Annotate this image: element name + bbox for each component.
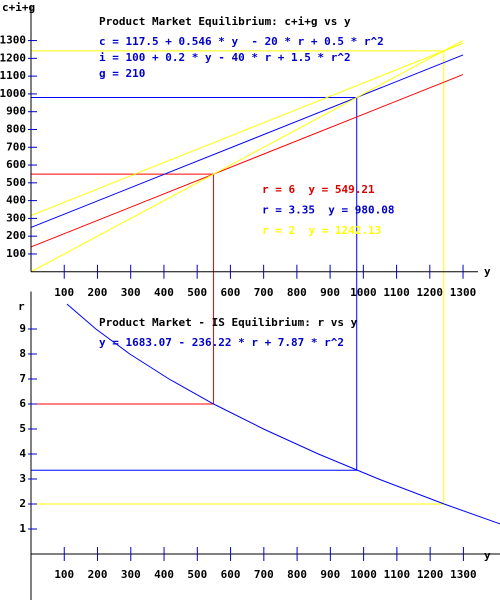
x-tick-label: 300 [121, 286, 141, 299]
y-axis-label: r [18, 300, 25, 313]
x-tick-label: 1200 [417, 568, 444, 581]
y-tick-label: 9 [19, 322, 26, 335]
y-tick-label: 1 [19, 522, 26, 535]
annotation: r = 3.35 y = 980.08 [262, 204, 394, 217]
y-tick-label: 8 [19, 347, 26, 360]
x-tick-label: 1300 [450, 568, 477, 581]
x-tick-label: 800 [287, 568, 307, 581]
x-tick-label: 1000 [350, 286, 377, 299]
x-tick-label: 500 [187, 286, 207, 299]
x-tick-label: 400 [154, 286, 174, 299]
y-tick-label: 100 [6, 247, 26, 260]
y-tick-label: 7 [19, 372, 26, 385]
equation: g = 210 [99, 67, 145, 80]
x-tick-label: 100 [54, 286, 74, 299]
x-tick-label: 900 [320, 568, 340, 581]
x-tick-label: 200 [88, 286, 108, 299]
x-tick-label: 1200 [417, 286, 444, 299]
annotation: r = 6 y = 549.21 [262, 183, 375, 196]
chart-title: Product Market - IS Equilibrium: r vs y [99, 316, 358, 329]
y-tick-label: 400 [6, 194, 26, 207]
x-axis-label: y [484, 549, 491, 562]
curve [30, 54, 464, 228]
x-tick-label: 400 [154, 568, 174, 581]
x-tick-label: 700 [254, 568, 274, 581]
x-tick-label: 500 [187, 568, 207, 581]
curve [66, 303, 500, 525]
curve [30, 40, 464, 273]
x-axis-label: y [484, 265, 491, 278]
curve [30, 74, 464, 248]
x-tick-label: 100 [54, 568, 74, 581]
y-tick-label: 300 [6, 211, 26, 224]
x-tick-label: 1100 [383, 286, 410, 299]
y-tick-label: 900 [6, 105, 26, 118]
y-tick-label: 200 [6, 229, 26, 242]
y-tick-label: 700 [6, 140, 26, 153]
y-axis-label: c+i+g [2, 1, 35, 14]
y-tick-label: 1200 [0, 51, 26, 64]
x-tick-label: 600 [220, 286, 240, 299]
y-tick-label: 1000 [0, 87, 26, 100]
curve [30, 42, 464, 217]
y-tick-label: 2 [19, 497, 26, 510]
equation: y = 1683.07 - 236.22 * r + 7.87 * r^2 [99, 336, 344, 349]
x-tick-label: 1100 [384, 568, 411, 581]
y-tick-label: 800 [6, 122, 26, 135]
x-tick-label: 300 [121, 568, 141, 581]
y-tick-label: 1300 [0, 34, 26, 47]
y-tick-label: 4 [19, 447, 26, 460]
x-tick-label: 600 [221, 568, 241, 581]
chart-title: Product Market Equilibrium: c+i+g vs y [99, 15, 351, 28]
x-tick-label: 800 [287, 286, 307, 299]
x-tick-label: 1000 [350, 568, 377, 581]
annotation: r = 2 y = 1242.13 [262, 224, 381, 237]
equation: c = 117.5 + 0.546 * y - 20 * r + 0.5 * r… [99, 35, 384, 48]
x-tick-label: 1300 [450, 286, 477, 299]
x-tick-label: 900 [320, 286, 340, 299]
y-tick-label: 6 [19, 397, 26, 410]
y-tick-label: 600 [6, 158, 26, 171]
y-tick-label: 5 [19, 422, 26, 435]
equation: i = 100 + 0.2 * y - 40 * r + 1.5 * r^2 [99, 51, 351, 64]
x-tick-label: 200 [88, 568, 108, 581]
x-tick-label: 700 [254, 286, 274, 299]
y-tick-label: 500 [6, 176, 26, 189]
y-tick-label: 3 [19, 472, 26, 485]
y-tick-label: 1100 [0, 69, 26, 82]
